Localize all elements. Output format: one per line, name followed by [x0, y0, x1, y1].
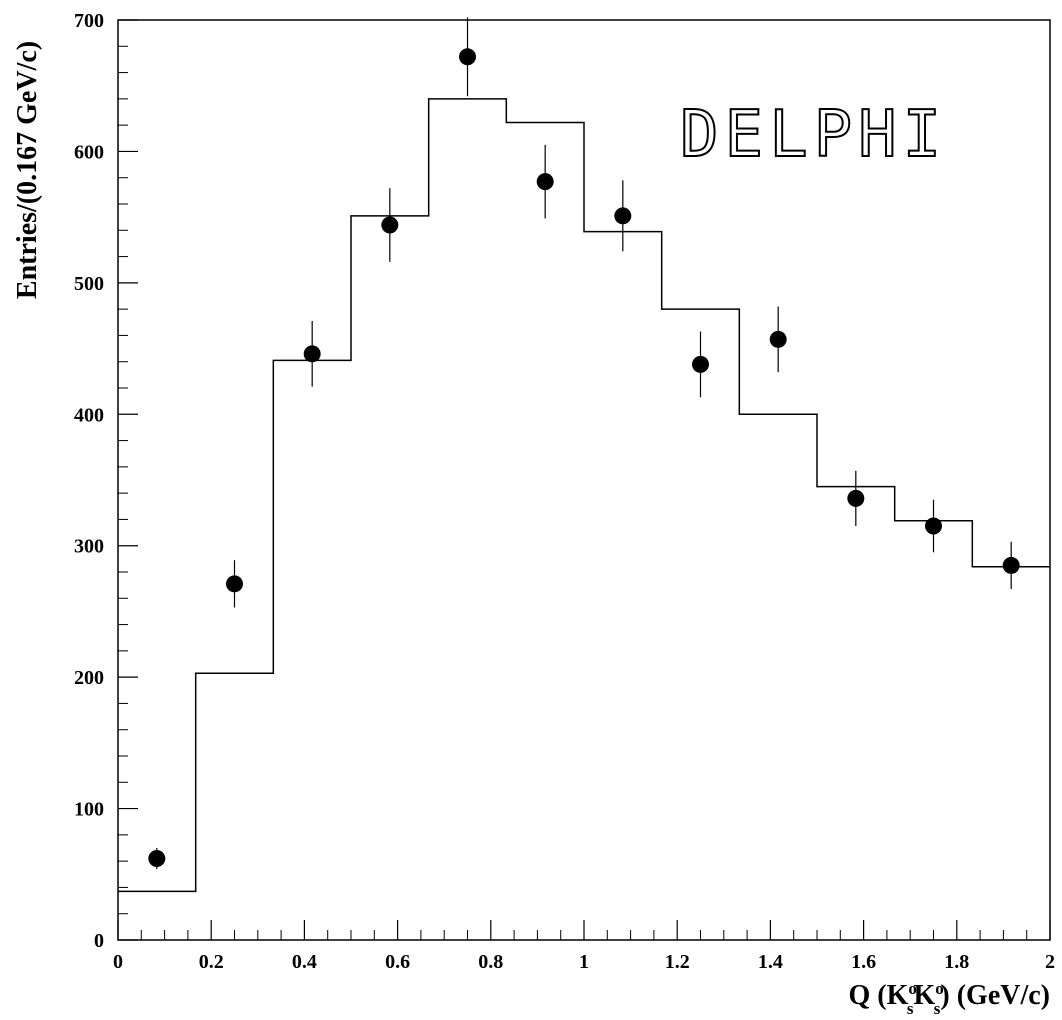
delphi-logo: DELPHI	[680, 98, 947, 172]
x-axis-title-main: Q (K	[848, 980, 908, 1011]
histogram-outline	[118, 98, 1050, 893]
y-tick-label: 400	[74, 404, 104, 426]
x-tick-label: 1.8	[944, 951, 969, 973]
x-axis-title-close: ) (GeV/c)	[940, 980, 1050, 1011]
y-tick-label: 600	[74, 141, 104, 163]
y-tick-label: 500	[74, 273, 104, 295]
y-tick-label: 700	[74, 10, 104, 32]
y-axis-title-text: Entries/(0.167 GeV/c)	[12, 41, 43, 299]
data-point	[692, 355, 709, 373]
y-axis-title: Entries/(0.167 GeV/c)	[12, 41, 43, 299]
data-point	[847, 489, 865, 507]
data-point	[769, 330, 787, 348]
x-axis-title-sub1: s	[907, 999, 914, 1018]
x-axis-title: Q (Ko sKo s) (GeV/c)	[848, 979, 1050, 1018]
x-tick-label: 0.4	[292, 951, 317, 973]
y-tick-label: 300	[74, 536, 104, 558]
x-tick-label: 0.8	[478, 951, 503, 973]
x-axis-title-sub2: s	[934, 999, 941, 1018]
x-axis-ticks: 0 0.2 0.4 0.6 0.8 1 1.2 1.4 1.6 1.8 2	[113, 920, 1055, 973]
data-point	[925, 517, 942, 535]
data-point	[459, 48, 476, 66]
x-tick-label: 2	[1045, 951, 1055, 973]
y-tick-label: 0	[94, 930, 104, 952]
data-point	[536, 173, 554, 191]
x-tick-label: 1.6	[851, 951, 876, 973]
x-tick-label: 0.6	[385, 951, 410, 973]
y-tick-label: 100	[74, 799, 104, 821]
y-tick-label: 200	[74, 667, 104, 689]
x-tick-label: 1	[579, 951, 589, 973]
data-point	[1002, 556, 1020, 574]
data-point	[381, 216, 399, 234]
x-tick-label: 1.4	[758, 951, 783, 973]
x-tick-label: 0	[113, 951, 123, 973]
x-tick-label: 1.2	[665, 951, 690, 973]
data-point	[148, 850, 166, 868]
data-point	[303, 345, 321, 363]
data-point	[614, 207, 632, 225]
x-axis-title-sup1: o	[908, 979, 917, 998]
x-axis-title-k2: K	[913, 980, 935, 1011]
x-tick-label: 0.2	[199, 951, 224, 973]
x-axis-title-sup2: o	[935, 979, 944, 998]
y-axis-ticks: 0 100 200 300 400 500 600 700	[74, 10, 138, 952]
histogram-layer	[118, 98, 1050, 893]
data-point	[226, 575, 243, 593]
points-layer	[148, 17, 1020, 870]
